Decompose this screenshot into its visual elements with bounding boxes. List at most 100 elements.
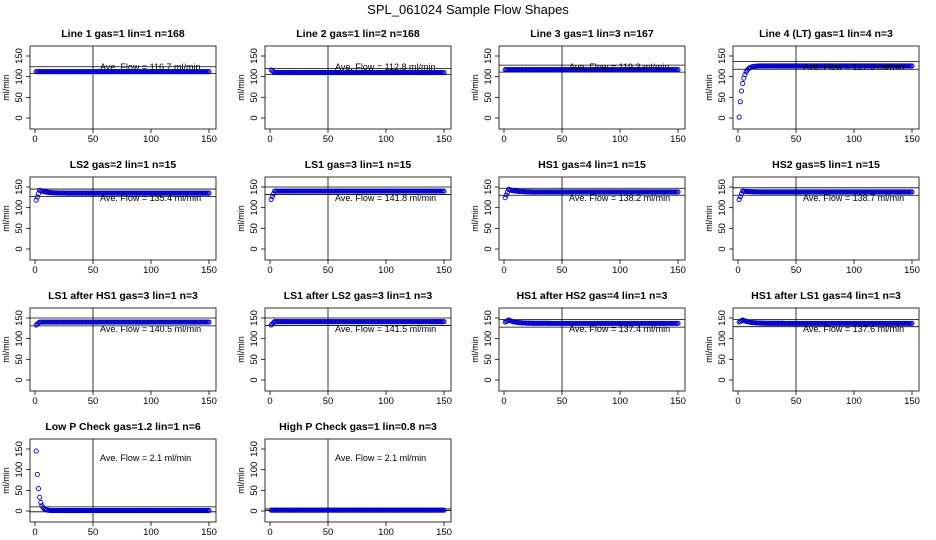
y-tick-label: 50 [14,485,25,496]
panel-title: Line 4 (LT) gas=1 lin=4 n=3 [759,28,893,40]
figure-title: SPL_061024 Sample Flow Shapes [367,2,569,17]
y-tick-label: 0 [249,508,260,513]
panel-title: HS1 after LS1 gas=4 lin=1 n=3 [751,290,901,302]
panel-6: LS1 gas=3 lin=1 n=15 ml/min 0 50 100 150 0 50 10… [236,159,452,276]
x-tick-label: 150 [436,265,452,276]
y-tick-label: 100 [483,69,494,85]
y-tick-label: 100 [483,331,494,347]
panel-title: HS1 gas=4 lin=1 n=15 [538,159,646,171]
plot-frame [29,45,217,130]
data-point [270,69,277,75]
x-tick-label: 50 [323,265,334,276]
y-tick-label: 0 [249,115,260,120]
data-point [37,494,43,500]
y-tick-label: 100 [717,331,728,347]
panels: Line 1 gas=1 lin=1 n=168 ml/min 0 50 100 150 0… [1,28,920,538]
x-tick-label: 100 [846,396,862,407]
y-tick-label: 50 [249,354,260,365]
plot-frame [732,307,920,392]
panel-title: LS1 gas=3 lin=1 n=15 [305,159,412,171]
data-point [909,320,915,326]
data-point [737,194,743,200]
x-tick-label: 50 [791,134,802,145]
y-axis-label: ml/min [236,336,246,363]
y-tick-label: 50 [249,223,260,234]
y-tick-label: 150 [483,179,494,195]
y-tick-label: 50 [717,92,728,103]
y-tick-label: 50 [483,223,494,234]
y-tick-label: 0 [483,115,494,120]
x-tick-label: 0 [735,134,740,145]
data-point [909,189,915,195]
ave-flow-annotation: Ave. Flow = 116.7 ml/min [100,62,200,72]
y-axis-label: ml/min [470,336,480,363]
y-tick-label: 50 [14,92,25,103]
data-point [503,192,509,198]
data-point [33,448,39,454]
data-point [268,196,274,202]
x-tick-label: 100 [612,265,628,276]
x-tick-label: 50 [88,396,99,407]
ave-flow-annotation: Ave. Flow = 137.6 ml/min [803,324,904,334]
data-point [33,197,39,203]
y-tick-label: 0 [14,246,25,251]
panel-title: Line 2 gas=1 lin=2 n=168 [296,28,420,40]
data-point [740,80,746,87]
y-tick-label: 0 [483,246,494,251]
ave-flow-annotation: Ave. Flow = 137.4 ml/min [569,324,670,334]
x-tick-label: 0 [32,265,37,276]
x-tick-label: 150 [904,396,920,407]
panel-3: Line 3 gas=1 lin=3 n=167 ml/min 0 50 100 150 0… [470,28,686,145]
x-tick-label: 50 [323,396,334,407]
panel-title: LS1 after LS2 gas=3 lin=1 n=3 [284,290,433,302]
x-tick-label: 0 [501,134,506,145]
x-tick-label: 50 [557,265,568,276]
data-point [675,320,681,326]
x-tick-label: 100 [378,527,394,538]
panel-11: HS1 after HS2 gas=4 lin=1 n=3 ml/min 0 50 10… [470,290,686,407]
plot-frame [264,176,452,261]
y-tick-label: 50 [717,223,728,234]
plot-area [30,439,216,522]
y-axis-label: ml/min [1,467,11,494]
x-tick-label: 150 [904,134,920,145]
y-tick-label: 150 [249,179,260,195]
x-tick-label: 50 [557,134,568,145]
data-point [35,320,42,326]
x-tick-label: 150 [201,265,217,276]
x-tick-label: 100 [378,134,394,145]
x-tick-label: 100 [612,396,628,407]
x-tick-label: 0 [267,134,272,145]
y-axis-label: ml/min [236,467,246,494]
panel-14: High P Check gas=1 lin=0.8 n=3 ml/min 0 50 1… [236,421,452,538]
y-tick-label: 150 [483,310,494,326]
y-tick-label: 50 [14,354,25,365]
y-axis-label: ml/min [704,74,714,101]
panel-13: Low P Check gas=1.2 lin=1 n=6 ml/min 0 50 10… [1,421,217,538]
ave-flow-annotation: Ave. Flow = 112.8 ml/min [335,62,435,72]
x-tick-label: 50 [557,396,568,407]
y-tick-label: 100 [249,462,260,478]
x-tick-label: 50 [88,527,99,538]
x-tick-label: 150 [436,396,452,407]
y-tick-label: 0 [717,377,728,382]
y-tick-label: 0 [249,246,260,251]
y-tick-label: 150 [717,179,728,195]
data-point [269,194,275,200]
data-point [675,189,681,195]
y-tick-label: 150 [249,48,260,64]
data-point [737,99,743,105]
panel-7: HS1 gas=4 lin=1 n=15 ml/min 0 50 100 150 0 50 10… [470,159,686,276]
x-tick-label: 100 [846,265,862,276]
x-tick-label: 150 [670,134,686,145]
x-tick-label: 100 [846,134,862,145]
plot-area [733,46,919,129]
y-axis-label: ml/min [704,336,714,363]
y-tick-label: 150 [249,441,260,457]
x-tick-label: 0 [501,396,506,407]
data-point [441,319,447,325]
ave-flow-annotation: Ave. Flow = 141.5 ml/min [335,324,436,334]
x-tick-label: 150 [670,396,686,407]
y-tick-label: 0 [14,377,25,382]
